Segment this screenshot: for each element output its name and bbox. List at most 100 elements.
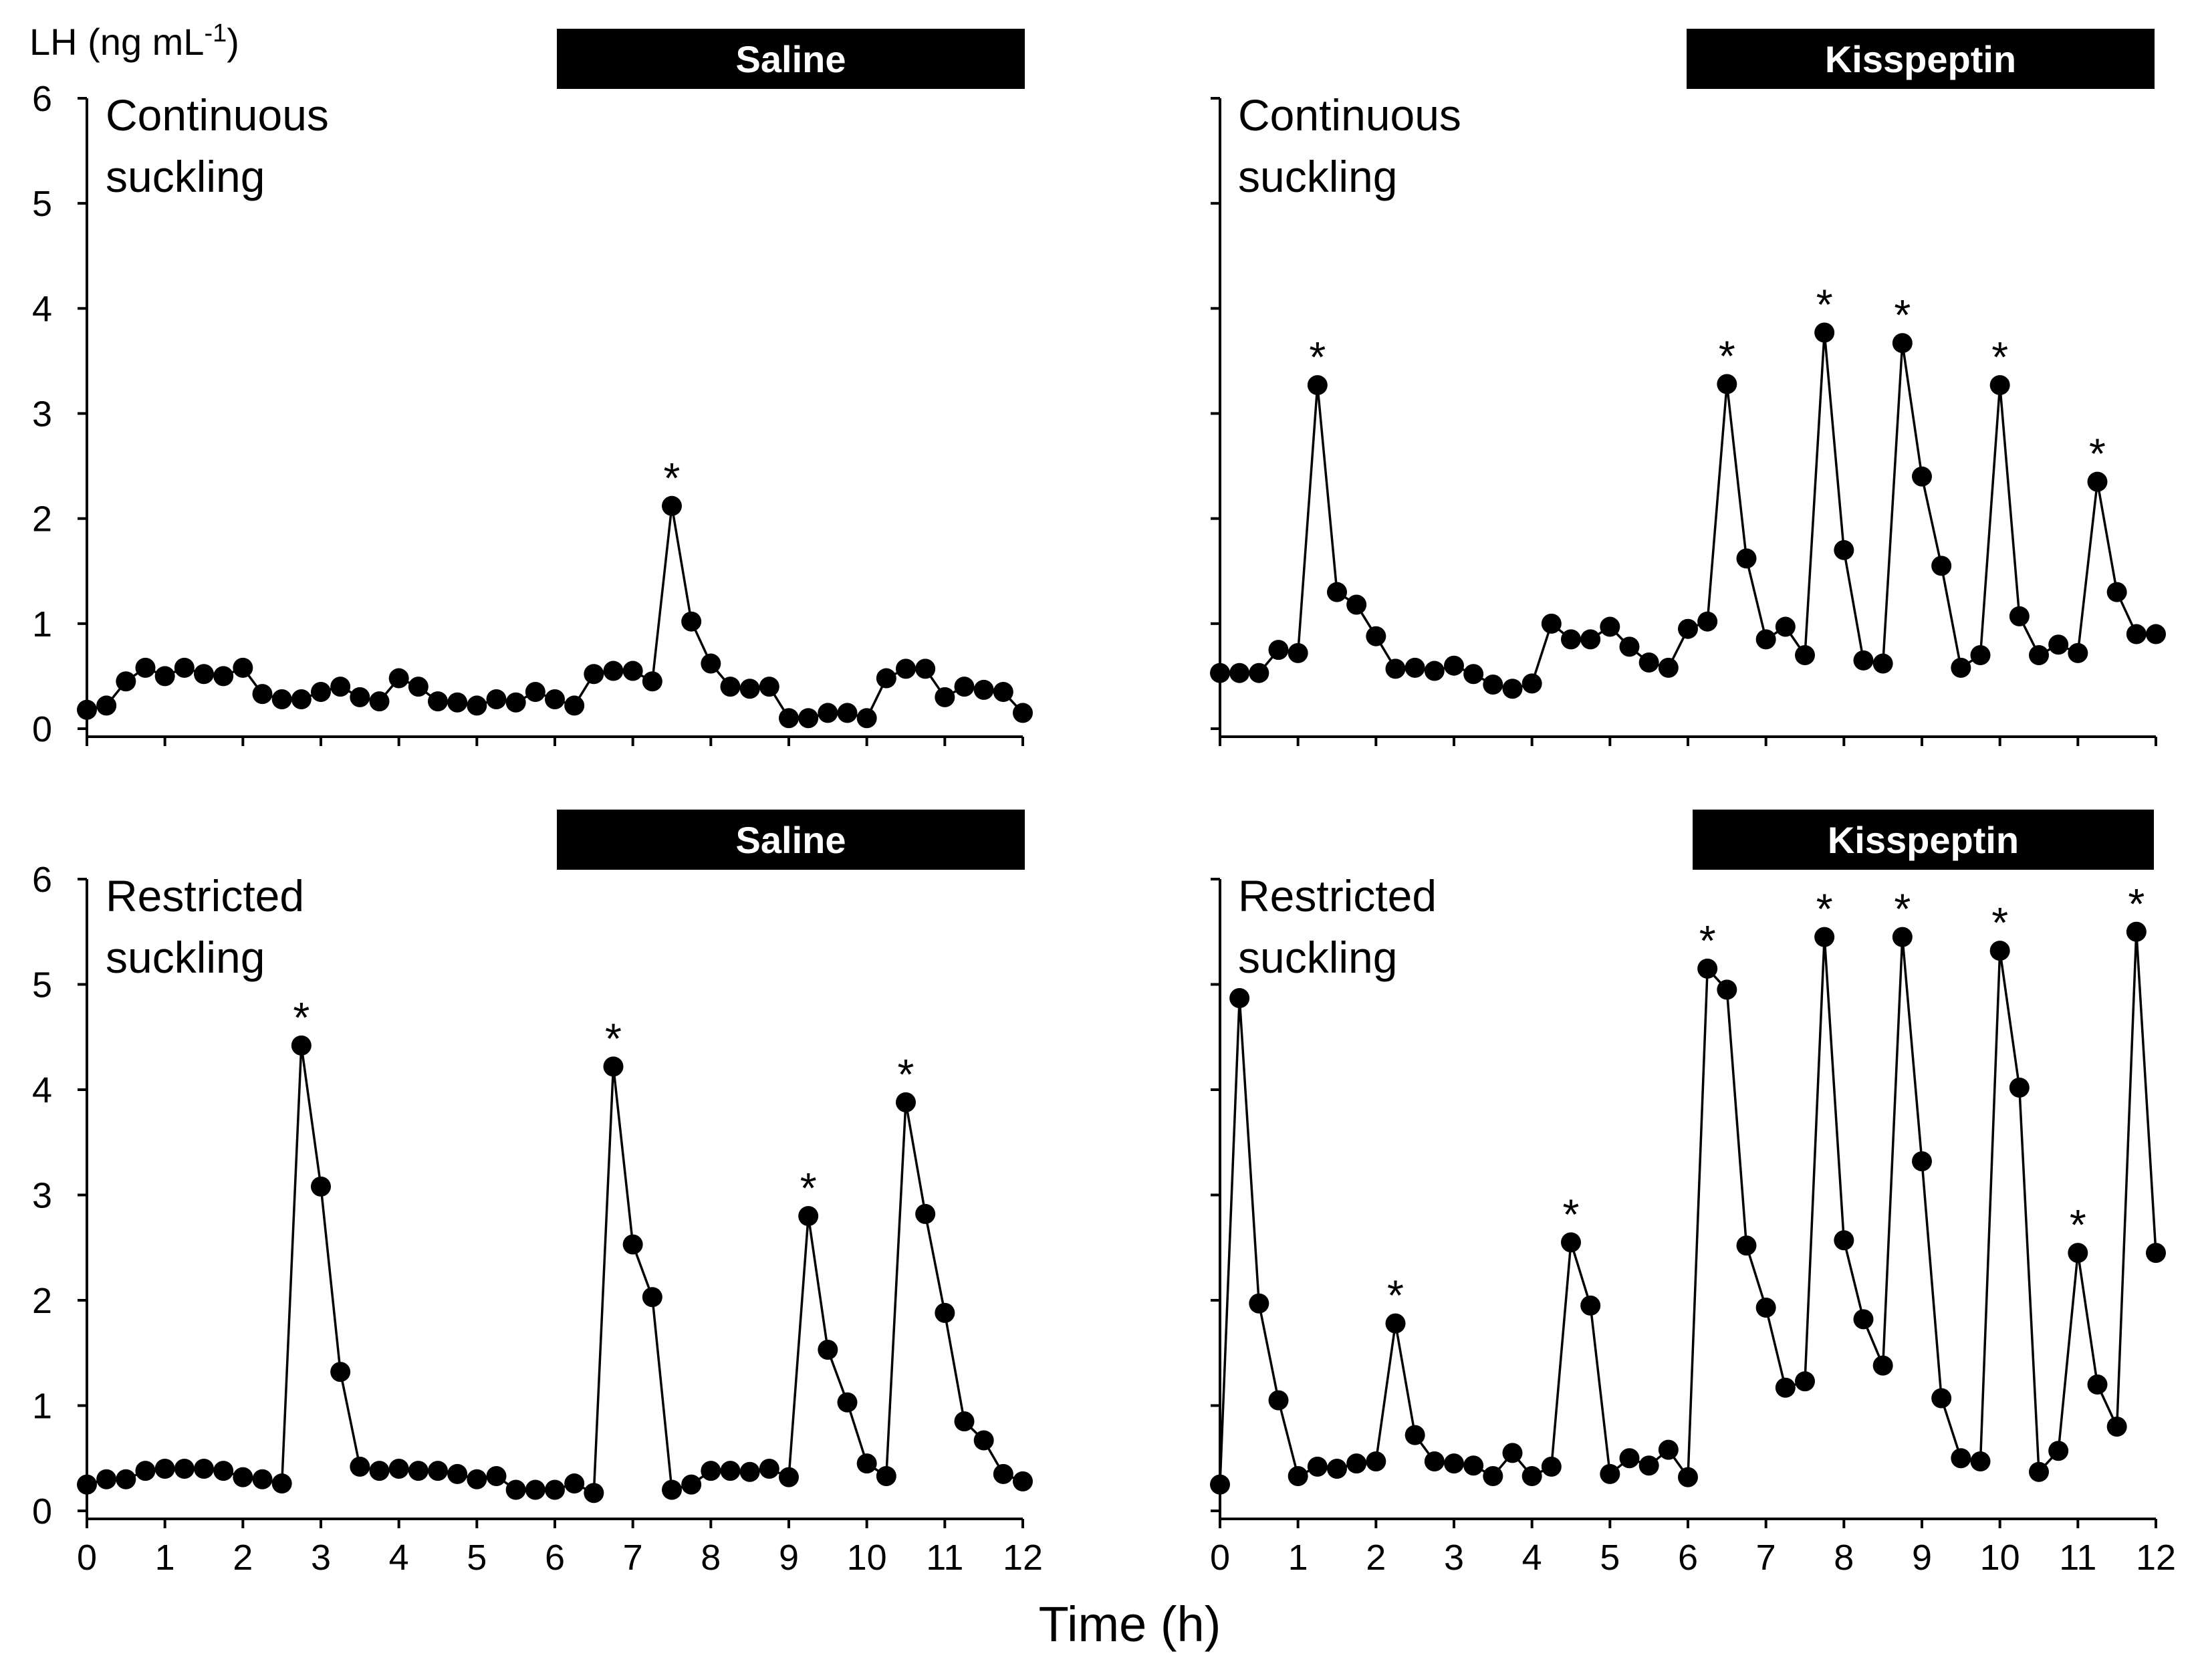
lh-data-point: [1307, 375, 1328, 396]
lh-data-point: [1736, 548, 1757, 569]
y-tick-label: 5: [32, 184, 52, 224]
pulse-marker: *: [2070, 1201, 2086, 1249]
lh-data-point: [1249, 663, 1269, 683]
x-tick-label: 8: [1834, 1538, 1854, 1578]
lh-data-point: [1483, 674, 1503, 695]
lh-data-point: [662, 495, 682, 516]
lh-data-point: [154, 666, 175, 687]
pulse-marker: *: [1816, 280, 1833, 328]
lh-data-point: [1717, 979, 1737, 1000]
treatment-banner: [1693, 810, 2154, 870]
lh-data-point: [1775, 1377, 1796, 1398]
lh-data-point: [1638, 1455, 1659, 1476]
lh-data-point: [2029, 1461, 2049, 1482]
x-tick-label: 10: [847, 1538, 887, 1578]
lh-data-point: [2068, 1243, 2088, 1264]
y-tick-label: 2: [32, 499, 52, 539]
lh-data-point: [1989, 375, 2010, 396]
lh-data-point: [408, 677, 429, 697]
lh-data-point: [1951, 657, 1971, 678]
lh-data-point: [1912, 1151, 1932, 1172]
lh-data-point: [174, 1459, 195, 1479]
lh-data-point: [545, 1479, 565, 1500]
condition-label-line2: suckling: [106, 152, 265, 201]
lh-data-point: [369, 691, 390, 712]
lh-data-point: [1405, 657, 1425, 678]
x-tick-label: 6: [1678, 1538, 1698, 1578]
lh-data-point: [837, 703, 858, 723]
x-tick-label: 3: [1444, 1538, 1464, 1578]
lh-data-point: [681, 611, 702, 632]
lh-data-point: [935, 1302, 955, 1323]
y-axis-label-close: ): [227, 21, 239, 63]
lh-data-point: [1755, 629, 1776, 650]
lh-data-point: [1658, 1439, 1679, 1460]
x-tick-label: 4: [389, 1538, 409, 1578]
x-tick-label: 4: [1522, 1538, 1542, 1578]
lh-data-point: [603, 661, 624, 681]
y-tick-label: 3: [32, 394, 52, 435]
lh-data-point: [2009, 1077, 2030, 1098]
lh-data-point: [135, 1461, 156, 1481]
condition-label-line1: Continuous: [106, 90, 329, 140]
lh-data-point: [1872, 1355, 1893, 1376]
pulse-marker: *: [2128, 880, 2145, 928]
lh-data-point: [77, 699, 97, 720]
lh-data-point: [896, 658, 916, 679]
treatment-banner: [557, 810, 1025, 870]
pulse-marker: *: [2089, 430, 2106, 478]
lh-data-point: [1600, 616, 1620, 637]
x-tick-label: 9: [779, 1538, 799, 1578]
lh-data-point: [1931, 1388, 1952, 1409]
x-tick-label: 7: [623, 1538, 643, 1578]
lh-data-point: [96, 1469, 117, 1489]
lh-data-point: [545, 689, 565, 709]
lh-data-point: [1912, 466, 1932, 487]
x-tick-label: 12: [1003, 1538, 1043, 1578]
lh-data-point: [622, 661, 643, 681]
lh-data-point: [174, 657, 195, 678]
lh-data-point: [915, 658, 936, 679]
lh-data-point: [213, 1461, 234, 1481]
lh-data-point: [1502, 679, 1523, 699]
lh-data-point: [1444, 655, 1464, 676]
lh-data-point: [896, 1092, 916, 1112]
pulse-marker: *: [1563, 1190, 1580, 1238]
lh-data-point: [1288, 1466, 1308, 1487]
lh-data-point: [915, 1203, 936, 1224]
lh-data-point: [1872, 653, 1893, 674]
lh-data-point: [311, 1176, 331, 1197]
y-tick-label: 2: [32, 1281, 52, 1321]
lh-data-point: [1853, 650, 1874, 671]
lh-data-point: [1366, 626, 1386, 646]
lh-data-point: [2048, 634, 2069, 655]
lh-data-point: [1717, 374, 1737, 394]
lh-data-point: [505, 692, 526, 713]
pulse-marker: *: [293, 993, 310, 1042]
lh-data-point: [2126, 624, 2147, 644]
lh-data-point: [564, 695, 585, 716]
lh-data-point: [1755, 1298, 1776, 1318]
x-tick-label: 2: [1366, 1538, 1386, 1578]
lh-data-point: [720, 677, 741, 697]
lh-data-point: [1541, 613, 1562, 634]
lh-data-point: [291, 689, 312, 709]
lh-data-point: [1521, 673, 1542, 694]
condition-label-line1: Continuous: [1238, 90, 1461, 140]
y-tick-label: 0: [32, 709, 52, 749]
x-tick-label: 2: [233, 1538, 253, 1578]
lh-data-point: [1892, 927, 1913, 947]
lh-data-point: [1424, 661, 1445, 681]
lh-data-point: [584, 664, 604, 685]
lh-data-point: [311, 681, 331, 702]
y-axis-label: LH (ng mL-1): [29, 19, 239, 63]
lh-data-point: [1288, 642, 1308, 663]
lh-data-point: [194, 1459, 214, 1479]
lh-data-point: [622, 1234, 643, 1255]
x-tick-label: 5: [467, 1538, 487, 1578]
lh-data-point: [2146, 624, 2166, 644]
lh-data-point: [428, 691, 448, 712]
lh-data-point: [662, 1479, 682, 1500]
lh-data-point: [642, 1287, 662, 1308]
lh-data-point: [1444, 1453, 1464, 1474]
